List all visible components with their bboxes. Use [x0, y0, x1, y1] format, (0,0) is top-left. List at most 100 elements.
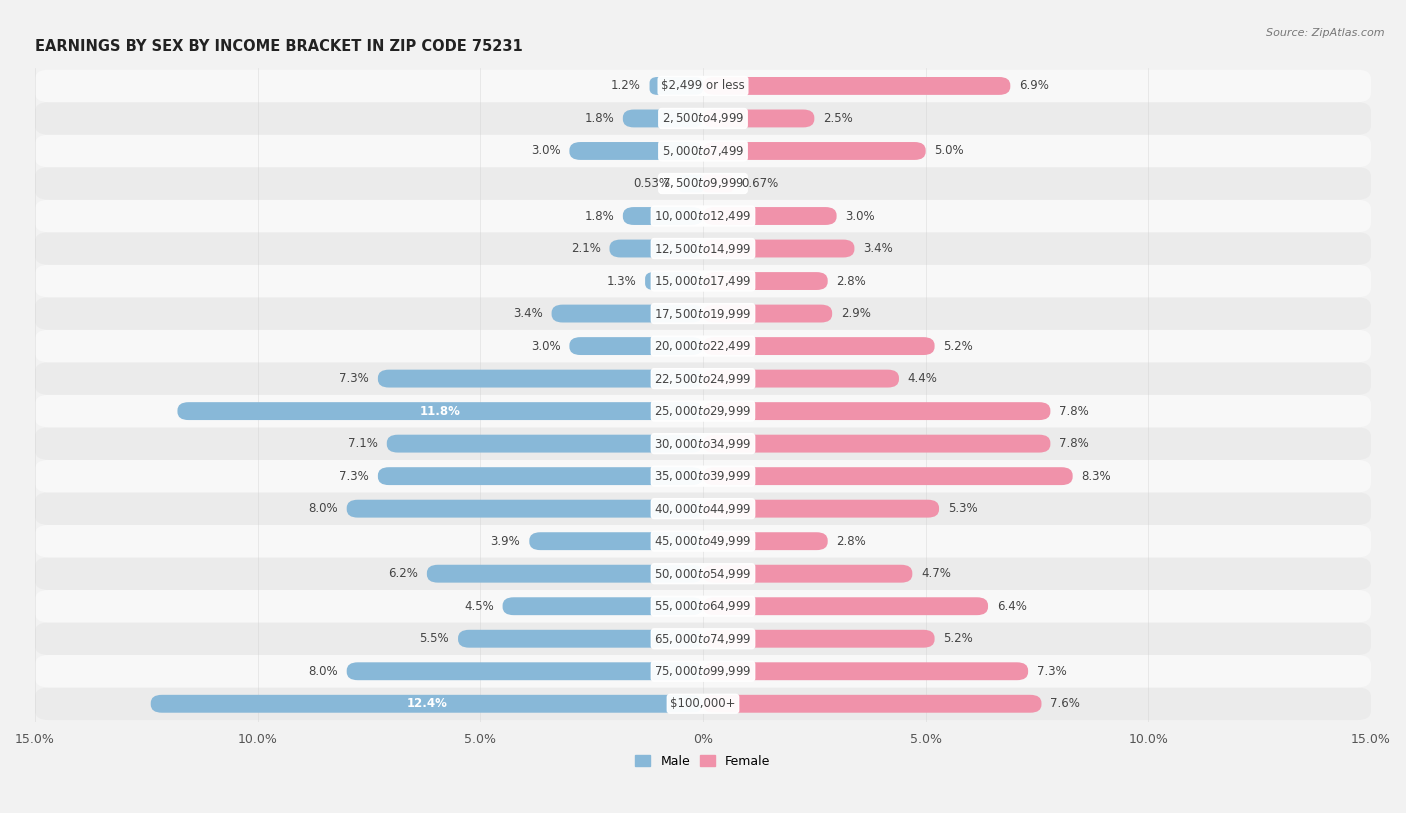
Text: $55,000 to $64,999: $55,000 to $64,999 — [654, 599, 752, 613]
Text: 7.3%: 7.3% — [1038, 665, 1067, 678]
Text: $12,500 to $14,999: $12,500 to $14,999 — [654, 241, 752, 255]
Text: 3.0%: 3.0% — [845, 210, 875, 223]
FancyBboxPatch shape — [502, 598, 703, 615]
Text: $35,000 to $39,999: $35,000 to $39,999 — [654, 469, 752, 483]
Text: 7.6%: 7.6% — [1050, 698, 1080, 711]
Text: $15,000 to $17,499: $15,000 to $17,499 — [654, 274, 752, 288]
FancyBboxPatch shape — [35, 460, 1371, 493]
Text: 5.5%: 5.5% — [419, 633, 449, 646]
Text: $25,000 to $29,999: $25,000 to $29,999 — [654, 404, 752, 418]
Text: $2,500 to $4,999: $2,500 to $4,999 — [662, 111, 744, 125]
FancyBboxPatch shape — [150, 695, 703, 713]
FancyBboxPatch shape — [703, 207, 837, 225]
Text: 5.0%: 5.0% — [935, 145, 965, 158]
Text: 3.4%: 3.4% — [513, 307, 543, 320]
FancyBboxPatch shape — [650, 77, 703, 95]
FancyBboxPatch shape — [378, 467, 703, 485]
FancyBboxPatch shape — [458, 630, 703, 648]
Text: 3.0%: 3.0% — [531, 340, 561, 353]
FancyBboxPatch shape — [679, 175, 703, 193]
FancyBboxPatch shape — [378, 370, 703, 388]
Text: 2.1%: 2.1% — [571, 242, 600, 255]
FancyBboxPatch shape — [347, 663, 703, 680]
Text: 3.9%: 3.9% — [491, 535, 520, 548]
FancyBboxPatch shape — [35, 298, 1371, 330]
Text: 6.9%: 6.9% — [1019, 80, 1049, 93]
FancyBboxPatch shape — [35, 265, 1371, 298]
FancyBboxPatch shape — [35, 167, 1371, 200]
Text: $20,000 to $22,499: $20,000 to $22,499 — [654, 339, 752, 353]
Text: 7.3%: 7.3% — [339, 372, 368, 385]
Text: $45,000 to $49,999: $45,000 to $49,999 — [654, 534, 752, 548]
FancyBboxPatch shape — [35, 135, 1371, 167]
FancyBboxPatch shape — [703, 370, 898, 388]
FancyBboxPatch shape — [35, 70, 1371, 102]
FancyBboxPatch shape — [703, 142, 925, 160]
FancyBboxPatch shape — [177, 402, 703, 420]
FancyBboxPatch shape — [703, 77, 1011, 95]
FancyBboxPatch shape — [703, 695, 1042, 713]
Text: $65,000 to $74,999: $65,000 to $74,999 — [654, 632, 752, 646]
Text: 4.7%: 4.7% — [921, 567, 950, 580]
Text: 3.0%: 3.0% — [531, 145, 561, 158]
FancyBboxPatch shape — [35, 558, 1371, 590]
Text: $2,499 or less: $2,499 or less — [661, 80, 745, 93]
Text: 4.5%: 4.5% — [464, 600, 494, 613]
FancyBboxPatch shape — [569, 337, 703, 355]
FancyBboxPatch shape — [703, 337, 935, 355]
FancyBboxPatch shape — [609, 240, 703, 258]
FancyBboxPatch shape — [35, 200, 1371, 233]
FancyBboxPatch shape — [35, 525, 1371, 558]
Text: 11.8%: 11.8% — [420, 405, 461, 418]
FancyBboxPatch shape — [35, 688, 1371, 720]
Text: 5.2%: 5.2% — [943, 633, 973, 646]
Text: 2.9%: 2.9% — [841, 307, 870, 320]
Text: $22,500 to $24,999: $22,500 to $24,999 — [654, 372, 752, 385]
Text: 7.8%: 7.8% — [1059, 437, 1090, 450]
Text: 7.8%: 7.8% — [1059, 405, 1090, 418]
Text: 2.5%: 2.5% — [824, 112, 853, 125]
Text: EARNINGS BY SEX BY INCOME BRACKET IN ZIP CODE 75231: EARNINGS BY SEX BY INCOME BRACKET IN ZIP… — [35, 39, 523, 54]
Text: $40,000 to $44,999: $40,000 to $44,999 — [654, 502, 752, 515]
Text: 5.3%: 5.3% — [948, 502, 977, 515]
FancyBboxPatch shape — [703, 402, 1050, 420]
FancyBboxPatch shape — [35, 330, 1371, 363]
Text: $10,000 to $12,499: $10,000 to $12,499 — [654, 209, 752, 223]
FancyBboxPatch shape — [35, 493, 1371, 525]
FancyBboxPatch shape — [703, 175, 733, 193]
FancyBboxPatch shape — [703, 467, 1073, 485]
Text: 1.8%: 1.8% — [583, 112, 614, 125]
FancyBboxPatch shape — [569, 142, 703, 160]
Text: 3.4%: 3.4% — [863, 242, 893, 255]
Text: 6.4%: 6.4% — [997, 600, 1026, 613]
FancyBboxPatch shape — [623, 207, 703, 225]
FancyBboxPatch shape — [529, 533, 703, 550]
Text: $50,000 to $54,999: $50,000 to $54,999 — [654, 567, 752, 580]
FancyBboxPatch shape — [35, 102, 1371, 135]
FancyBboxPatch shape — [703, 272, 828, 290]
FancyBboxPatch shape — [427, 565, 703, 583]
FancyBboxPatch shape — [703, 240, 855, 258]
Text: 7.3%: 7.3% — [339, 470, 368, 483]
Text: $17,500 to $19,999: $17,500 to $19,999 — [654, 307, 752, 320]
Text: 0.67%: 0.67% — [742, 177, 779, 190]
FancyBboxPatch shape — [35, 655, 1371, 688]
Text: $75,000 to $99,999: $75,000 to $99,999 — [654, 664, 752, 678]
FancyBboxPatch shape — [387, 435, 703, 453]
Text: $100,000+: $100,000+ — [671, 698, 735, 711]
FancyBboxPatch shape — [35, 590, 1371, 623]
FancyBboxPatch shape — [623, 110, 703, 128]
FancyBboxPatch shape — [703, 500, 939, 518]
Text: 1.3%: 1.3% — [606, 275, 636, 288]
FancyBboxPatch shape — [703, 435, 1050, 453]
Text: 6.2%: 6.2% — [388, 567, 418, 580]
FancyBboxPatch shape — [703, 110, 814, 128]
FancyBboxPatch shape — [703, 565, 912, 583]
FancyBboxPatch shape — [35, 363, 1371, 395]
FancyBboxPatch shape — [703, 305, 832, 323]
Text: 8.3%: 8.3% — [1081, 470, 1111, 483]
FancyBboxPatch shape — [347, 500, 703, 518]
Text: 12.4%: 12.4% — [406, 698, 447, 711]
Text: $5,000 to $7,499: $5,000 to $7,499 — [662, 144, 744, 158]
Text: 0.53%: 0.53% — [634, 177, 671, 190]
